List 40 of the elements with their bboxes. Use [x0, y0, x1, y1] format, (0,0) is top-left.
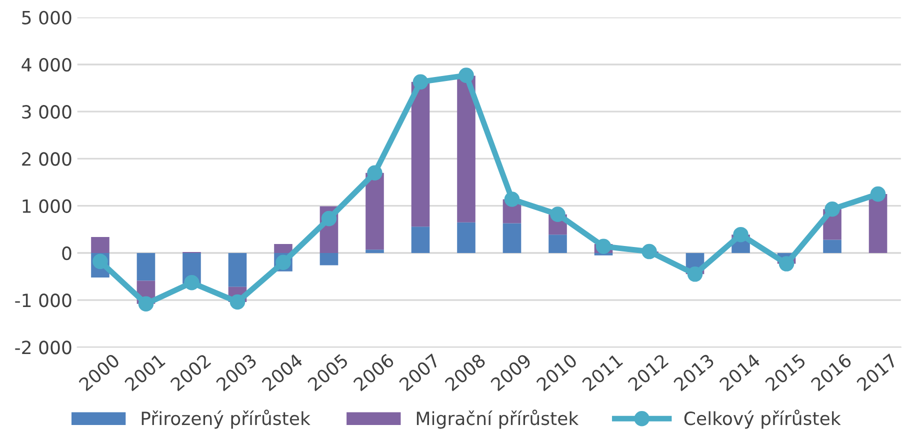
y-tick-label: 0: [62, 246, 72, 260]
point: [550, 206, 566, 222]
point: [412, 74, 428, 90]
bar: [411, 82, 430, 227]
legend-label: Migrační přírůstek: [416, 410, 579, 429]
bar: [228, 252, 247, 287]
point: [138, 296, 154, 312]
point: [824, 202, 840, 217]
point: [642, 244, 657, 260]
bar: [91, 236, 110, 253]
bar: [823, 240, 842, 253]
bar: [366, 250, 384, 253]
point: [367, 165, 382, 180]
legend-label: Přirozený přírůstek: [142, 410, 310, 429]
point: [687, 266, 703, 282]
point: [596, 238, 612, 254]
y-tick-label: 3 000: [22, 105, 72, 119]
point: [870, 186, 886, 202]
point: [321, 210, 337, 226]
y-tick-label: -2 000: [15, 340, 72, 354]
point: [184, 275, 200, 290]
point: [733, 226, 748, 242]
point: [504, 192, 520, 207]
bar: [274, 244, 292, 253]
bar: [502, 223, 522, 253]
bar: [411, 226, 430, 253]
y-tick-label: 4 000: [22, 58, 72, 72]
bar: [548, 234, 567, 253]
bar: [320, 252, 338, 266]
legend-label: Celkový přírůstek: [684, 410, 841, 429]
point: [458, 68, 474, 83]
y-tick-label: 2 000: [22, 152, 72, 166]
bar: [457, 76, 476, 222]
bar: [136, 252, 156, 281]
point: [230, 294, 246, 310]
y-tick-label: 5 000: [22, 10, 72, 24]
y-tick-label: -1 000: [15, 294, 72, 308]
y-tick-label: 1 000: [22, 199, 72, 213]
bar: [366, 172, 384, 250]
bar: [457, 222, 476, 253]
